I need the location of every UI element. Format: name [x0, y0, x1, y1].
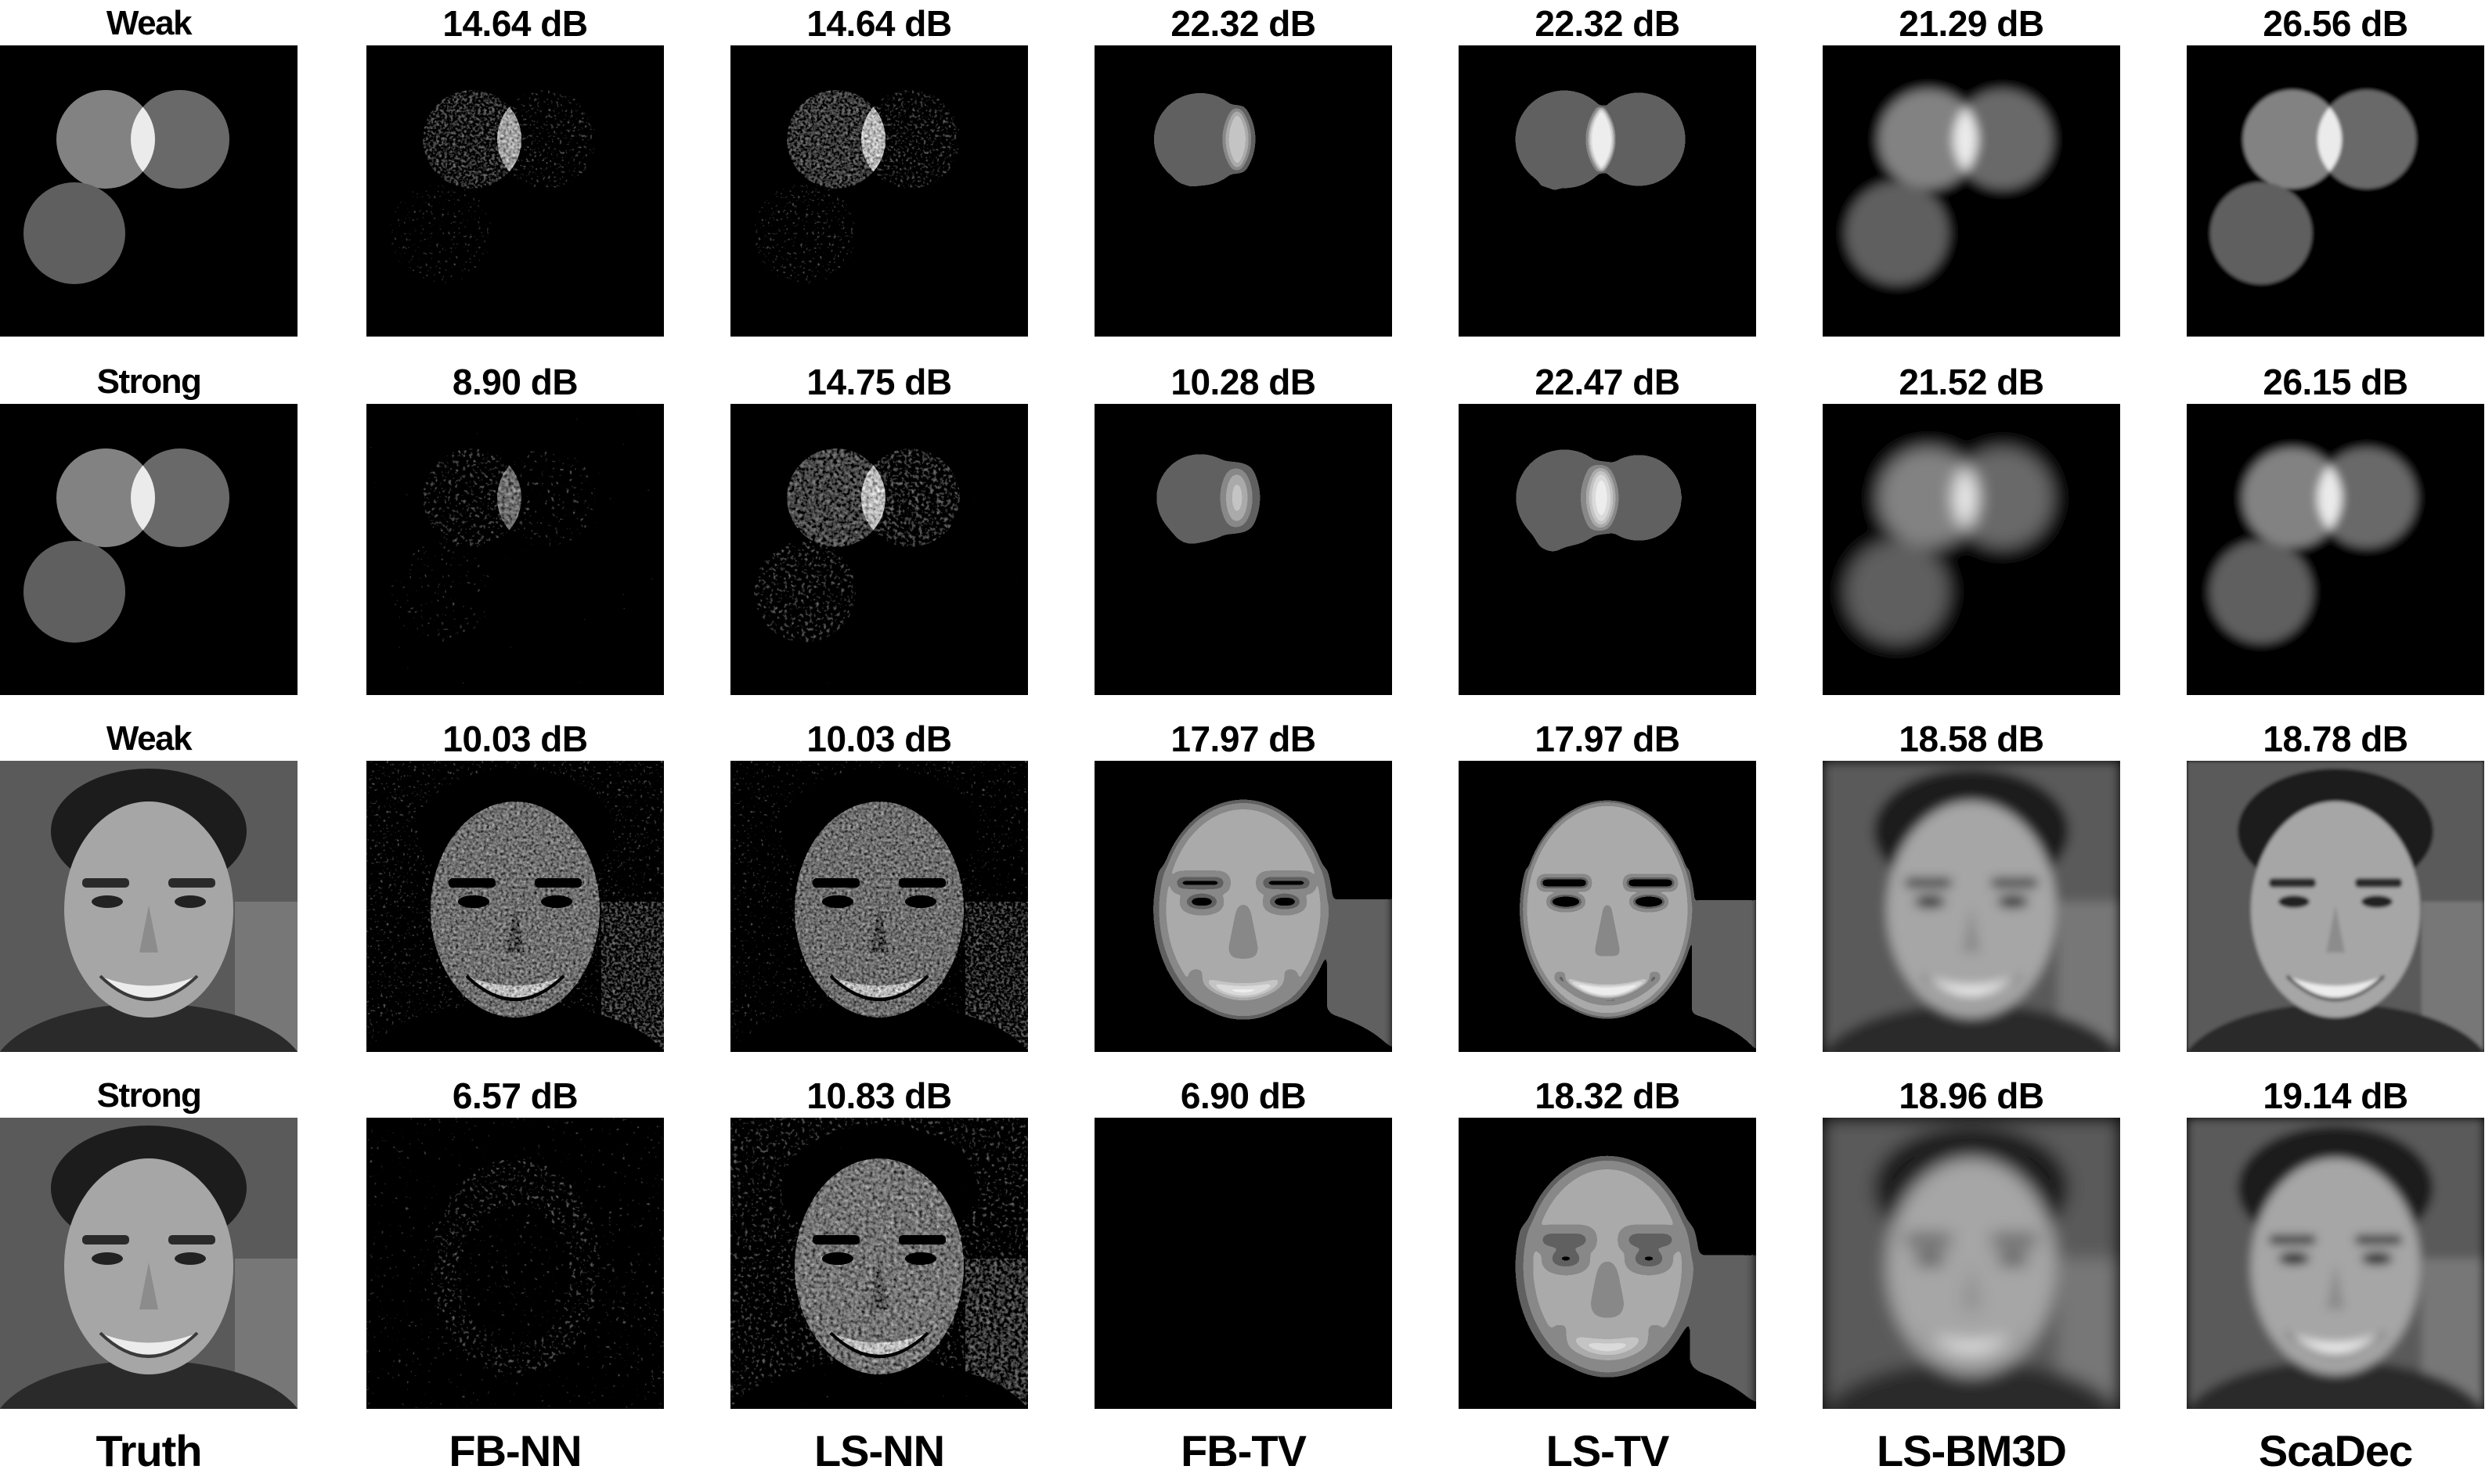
psnr-label: 22.47 dB	[1535, 362, 1680, 402]
face-reconstruction-image	[730, 761, 1028, 1052]
psnr-label: 10.83 dB	[806, 1075, 952, 1116]
noise-condition-label: Weak	[106, 4, 193, 42]
psnr-label: 26.15 dB	[2263, 362, 2408, 402]
psnr-label: 6.57 dB	[452, 1075, 579, 1116]
psnr-label: 18.78 dB	[2263, 719, 2408, 759]
face-reconstruction-image	[1823, 761, 2120, 1052]
face-reconstruction-image	[0, 1118, 298, 1409]
circles-reconstruction-image	[1823, 404, 2120, 695]
face-reconstruction-image	[730, 1118, 1028, 1409]
psnr-label: 10.28 dB	[1170, 362, 1316, 402]
psnr-label: 18.58 dB	[1899, 719, 2044, 759]
circles-reconstruction-image	[366, 404, 664, 695]
circles-reconstruction-image	[1095, 45, 1392, 337]
circles-reconstruction-image	[1459, 45, 1756, 337]
method-column-label: FB-TV	[1181, 1426, 1307, 1475]
method-column-label: Truth	[96, 1426, 203, 1475]
circles-reconstruction-image	[730, 45, 1028, 337]
psnr-label: 22.32 dB	[1170, 3, 1316, 44]
method-column-label: ScaDec	[2258, 1426, 2413, 1475]
psnr-label: 10.03 dB	[806, 719, 952, 759]
face-reconstruction-image	[1459, 761, 1756, 1052]
psnr-label: 22.32 dB	[1535, 3, 1680, 44]
psnr-label: 18.96 dB	[1899, 1075, 2044, 1116]
face-reconstruction-image	[1095, 1118, 1392, 1409]
psnr-label: 21.29 dB	[1899, 3, 2044, 44]
circles-reconstruction-image	[2187, 404, 2484, 695]
method-column-label: LS-NN	[813, 1426, 945, 1475]
psnr-label: 26.56 dB	[2263, 3, 2408, 44]
circles-reconstruction-image	[366, 45, 664, 337]
psnr-label: 18.32 dB	[1535, 1075, 1680, 1116]
face-reconstruction-image	[366, 761, 664, 1052]
face-reconstruction-image	[1095, 761, 1392, 1052]
psnr-label: 14.64 dB	[806, 3, 952, 44]
method-column-label: LS-BM3D	[1877, 1426, 2067, 1475]
circles-reconstruction-image	[730, 404, 1028, 695]
psnr-label: 19.14 dB	[2263, 1075, 2408, 1116]
psnr-label: 14.64 dB	[442, 3, 588, 44]
circles-reconstruction-image	[1459, 404, 1756, 695]
noise-condition-label: Weak	[106, 719, 193, 758]
face-reconstruction-image	[1823, 1118, 2120, 1409]
psnr-label: 6.90 dB	[1180, 1075, 1307, 1116]
psnr-label: 21.52 dB	[1899, 362, 2044, 402]
psnr-label: 8.90 dB	[452, 362, 579, 402]
circles-reconstruction-image	[1823, 45, 2120, 337]
noise-condition-label: Strong	[96, 1076, 202, 1115]
face-reconstruction-image	[0, 761, 298, 1052]
face-reconstruction-image	[2187, 1118, 2484, 1409]
face-reconstruction-image	[366, 1118, 664, 1409]
circles-reconstruction-image	[0, 45, 298, 337]
method-column-label: FB-NN	[449, 1426, 582, 1475]
circles-reconstruction-image	[2187, 45, 2484, 337]
psnr-label: 17.97 dB	[1535, 719, 1680, 759]
circles-reconstruction-image	[1095, 404, 1392, 695]
noise-condition-label: Strong	[96, 362, 202, 401]
circles-reconstruction-image	[0, 404, 298, 695]
face-reconstruction-image	[1459, 1118, 1756, 1409]
psnr-label: 17.97 dB	[1170, 719, 1316, 759]
face-reconstruction-image	[2187, 761, 2484, 1052]
psnr-label: 14.75 dB	[806, 362, 952, 402]
psnr-label: 10.03 dB	[442, 719, 588, 759]
method-column-label: LS-TV	[1545, 1426, 1670, 1475]
